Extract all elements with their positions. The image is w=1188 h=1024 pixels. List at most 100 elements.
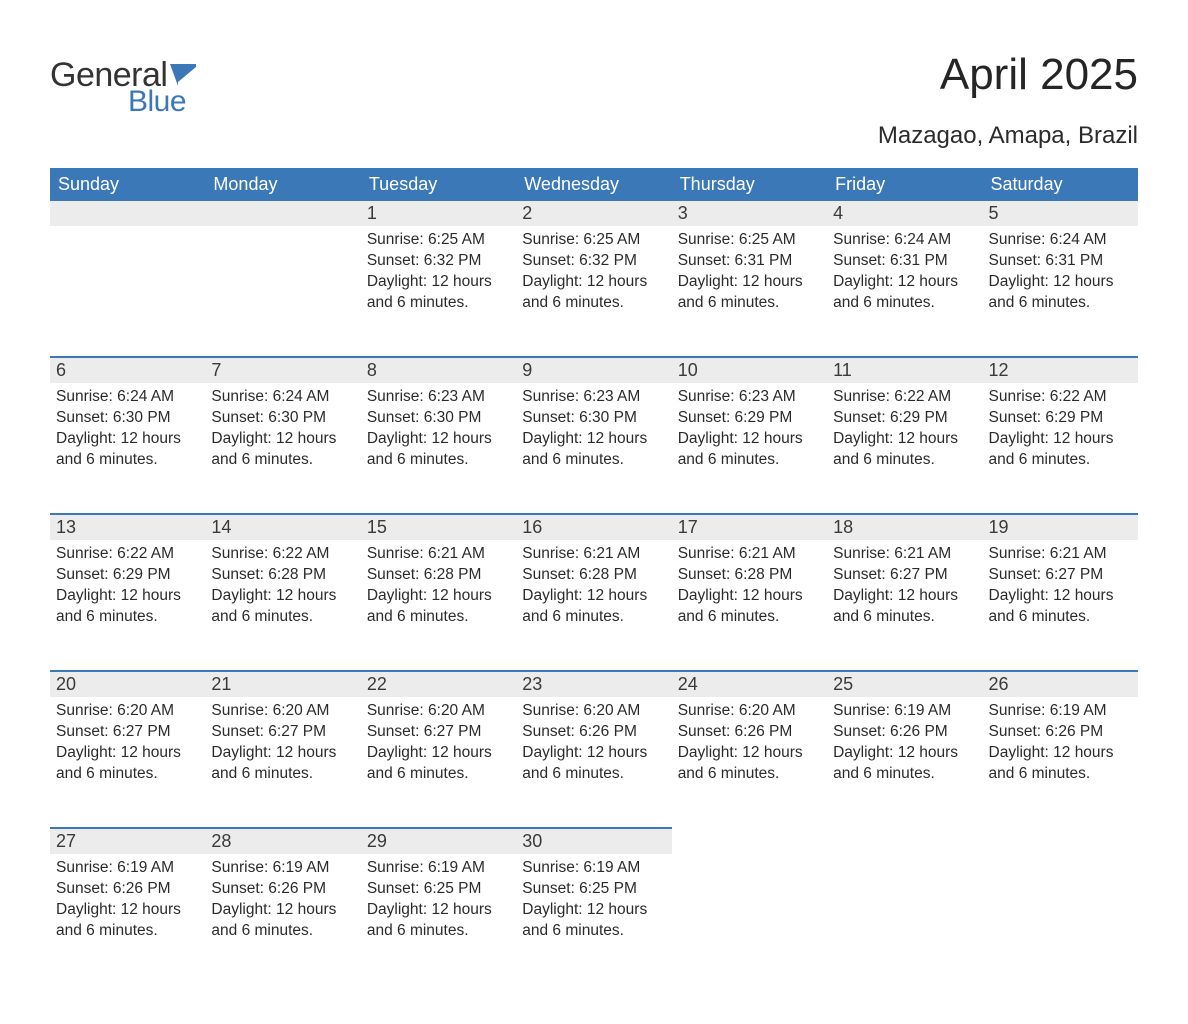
sunset-line: Sunset: 6:30 PM [211, 408, 354, 429]
sunset-line: Sunset: 6:30 PM [522, 408, 665, 429]
calendar-page: General Blue April 2025 Mazagao, Amapa, … [0, 0, 1188, 1024]
sunset-line: Sunset: 6:32 PM [522, 251, 665, 272]
sunrise-line: Sunrise: 6:22 AM [989, 387, 1132, 408]
day-cell [672, 854, 827, 984]
sunset-line: Sunset: 6:27 PM [56, 722, 199, 743]
weekday-header: Friday [827, 168, 982, 201]
daynum: 10 [672, 356, 827, 383]
weekday-header: Thursday [672, 168, 827, 201]
daylight-line2: and 6 minutes. [678, 607, 821, 628]
daynum-row: 27282930 [50, 827, 1138, 854]
sunrise-line: Sunrise: 6:19 AM [211, 858, 354, 879]
day-cell: Sunrise: 6:22 AMSunset: 6:29 PMDaylight:… [50, 540, 205, 670]
daynum: 8 [361, 356, 516, 383]
sunset-line: Sunset: 6:31 PM [678, 251, 821, 272]
sunset-line: Sunset: 6:27 PM [833, 565, 976, 586]
daylight-line2: and 6 minutes. [211, 764, 354, 785]
weekday-header: Saturday [983, 168, 1138, 201]
daylight-line2: and 6 minutes. [522, 450, 665, 471]
sunrise-line: Sunrise: 6:19 AM [833, 701, 976, 722]
daynum: 15 [361, 513, 516, 540]
daynum: 14 [205, 513, 360, 540]
day-cell: Sunrise: 6:20 AMSunset: 6:27 PMDaylight:… [205, 697, 360, 827]
daylight-line1: Daylight: 12 hours [522, 586, 665, 607]
month-title: April 2025 [878, 50, 1138, 100]
week-row: Sunrise: 6:24 AMSunset: 6:30 PMDaylight:… [50, 383, 1138, 513]
daylight-line2: and 6 minutes. [678, 764, 821, 785]
sunrise-line: Sunrise: 6:19 AM [989, 701, 1132, 722]
daylight-line2: and 6 minutes. [211, 607, 354, 628]
daylight-line2: and 6 minutes. [522, 921, 665, 942]
sunset-line: Sunset: 6:26 PM [56, 879, 199, 900]
daylight-line2: and 6 minutes. [211, 450, 354, 471]
daylight-line1: Daylight: 12 hours [833, 743, 976, 764]
daylight-line2: and 6 minutes. [989, 607, 1132, 628]
sunset-line: Sunset: 6:27 PM [989, 565, 1132, 586]
daynum: 19 [983, 513, 1138, 540]
sunrise-line: Sunrise: 6:20 AM [367, 701, 510, 722]
sunrise-line: Sunrise: 6:21 AM [678, 544, 821, 565]
sunset-line: Sunset: 6:27 PM [367, 722, 510, 743]
daylight-line1: Daylight: 12 hours [989, 586, 1132, 607]
sunrise-line: Sunrise: 6:22 AM [833, 387, 976, 408]
day-cell: Sunrise: 6:24 AMSunset: 6:30 PMDaylight:… [50, 383, 205, 513]
day-cell [827, 854, 982, 984]
day-cell: Sunrise: 6:23 AMSunset: 6:29 PMDaylight:… [672, 383, 827, 513]
sunrise-line: Sunrise: 6:25 AM [367, 230, 510, 251]
daylight-line2: and 6 minutes. [833, 450, 976, 471]
sunset-line: Sunset: 6:29 PM [678, 408, 821, 429]
weekday-header: Monday [205, 168, 360, 201]
daynum: 9 [516, 356, 671, 383]
sunrise-line: Sunrise: 6:21 AM [833, 544, 976, 565]
day-cell: Sunrise: 6:21 AMSunset: 6:28 PMDaylight:… [361, 540, 516, 670]
daynum: 17 [672, 513, 827, 540]
day-cell: Sunrise: 6:20 AMSunset: 6:26 PMDaylight:… [672, 697, 827, 827]
day-cell: Sunrise: 6:20 AMSunset: 6:26 PMDaylight:… [516, 697, 671, 827]
sunset-line: Sunset: 6:31 PM [833, 251, 976, 272]
daylight-line2: and 6 minutes. [56, 921, 199, 942]
sunrise-line: Sunrise: 6:21 AM [522, 544, 665, 565]
sunset-line: Sunset: 6:30 PM [56, 408, 199, 429]
week-row: Sunrise: 6:25 AMSunset: 6:32 PMDaylight:… [50, 226, 1138, 356]
logo: General Blue [50, 50, 202, 119]
daylight-line1: Daylight: 12 hours [211, 586, 354, 607]
daylight-line1: Daylight: 12 hours [367, 429, 510, 450]
daylight-line2: and 6 minutes. [367, 764, 510, 785]
day-cell: Sunrise: 6:21 AMSunset: 6:27 PMDaylight:… [983, 540, 1138, 670]
weekday-header-row: Sunday Monday Tuesday Wednesday Thursday… [50, 168, 1138, 201]
sunrise-line: Sunrise: 6:20 AM [56, 701, 199, 722]
sunset-line: Sunset: 6:29 PM [56, 565, 199, 586]
day-cell: Sunrise: 6:25 AMSunset: 6:32 PMDaylight:… [361, 226, 516, 356]
daynum: 23 [516, 670, 671, 697]
day-cell: Sunrise: 6:19 AMSunset: 6:25 PMDaylight:… [516, 854, 671, 984]
daylight-line2: and 6 minutes. [367, 450, 510, 471]
day-cell: Sunrise: 6:21 AMSunset: 6:28 PMDaylight:… [516, 540, 671, 670]
day-cell: Sunrise: 6:25 AMSunset: 6:32 PMDaylight:… [516, 226, 671, 356]
daynum: 3 [672, 201, 827, 226]
sunrise-line: Sunrise: 6:24 AM [211, 387, 354, 408]
daylight-line2: and 6 minutes. [522, 764, 665, 785]
sunset-line: Sunset: 6:29 PM [833, 408, 976, 429]
sunset-line: Sunset: 6:26 PM [211, 879, 354, 900]
day-cell: Sunrise: 6:21 AMSunset: 6:27 PMDaylight:… [827, 540, 982, 670]
day-cell [50, 226, 205, 356]
sunrise-line: Sunrise: 6:22 AM [211, 544, 354, 565]
daynum: 24 [672, 670, 827, 697]
day-cell: Sunrise: 6:25 AMSunset: 6:31 PMDaylight:… [672, 226, 827, 356]
daylight-line2: and 6 minutes. [367, 293, 510, 314]
sunrise-line: Sunrise: 6:23 AM [367, 387, 510, 408]
daynum: 26 [983, 670, 1138, 697]
daynum: 13 [50, 513, 205, 540]
day-cell: Sunrise: 6:23 AMSunset: 6:30 PMDaylight:… [516, 383, 671, 513]
daynum: 28 [205, 827, 360, 854]
page-header: General Blue April 2025 Mazagao, Amapa, … [50, 50, 1138, 150]
daynum-empty [672, 827, 827, 845]
location-subtitle: Mazagao, Amapa, Brazil [878, 122, 1138, 150]
daylight-line1: Daylight: 12 hours [989, 429, 1132, 450]
sunset-line: Sunset: 6:26 PM [522, 722, 665, 743]
sunrise-line: Sunrise: 6:24 AM [833, 230, 976, 251]
daynum: 25 [827, 670, 982, 697]
sunrise-line: Sunrise: 6:19 AM [522, 858, 665, 879]
daylight-line2: and 6 minutes. [522, 607, 665, 628]
day-cell: Sunrise: 6:22 AMSunset: 6:29 PMDaylight:… [983, 383, 1138, 513]
